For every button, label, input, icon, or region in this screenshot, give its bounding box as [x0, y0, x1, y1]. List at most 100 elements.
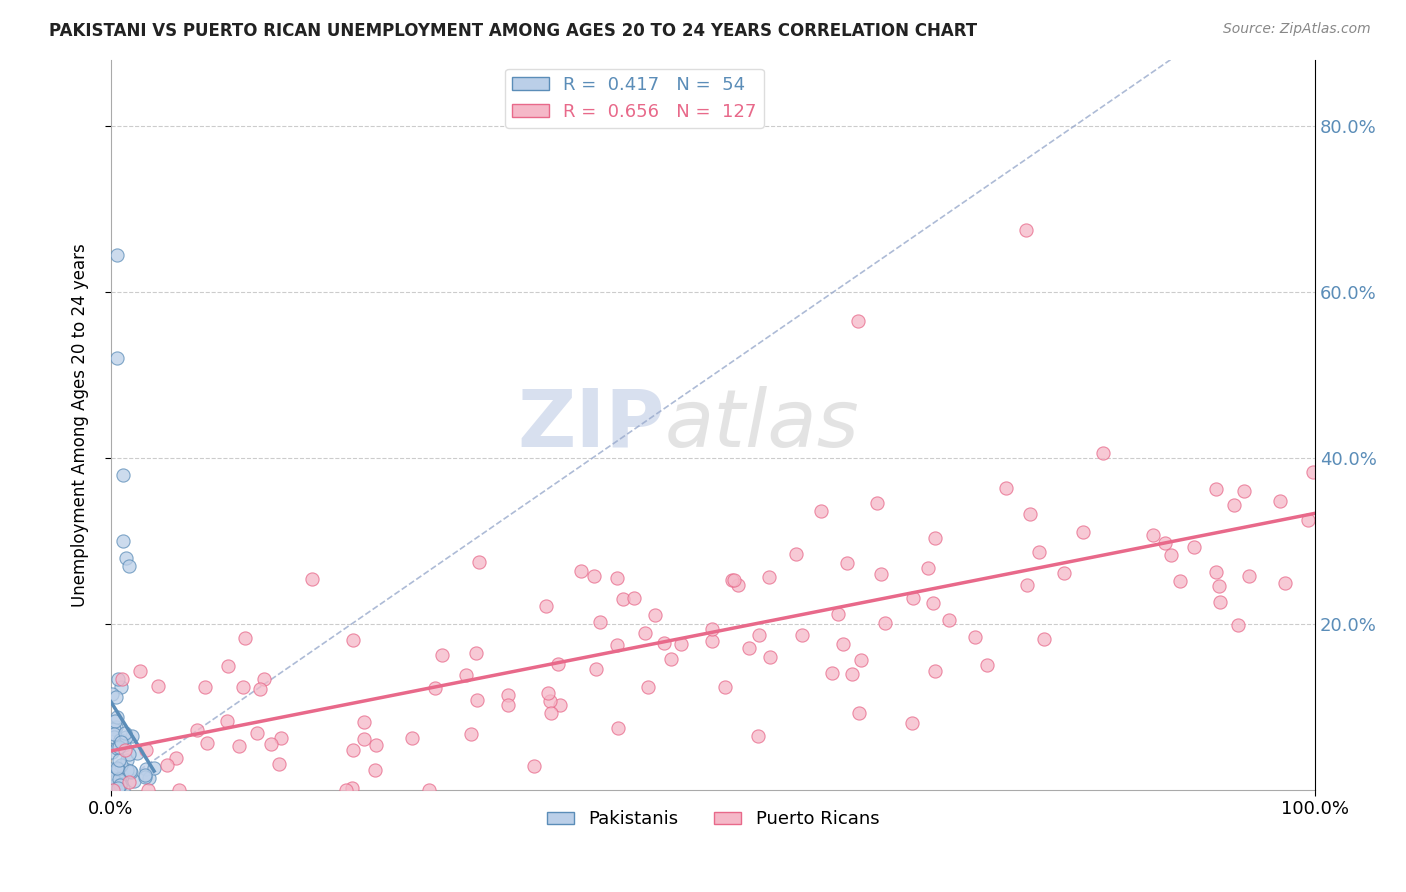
Point [104, 720, 127, 734]
Point [125, 746, 148, 760]
Point [249, 682, 271, 697]
Point [195, 736, 218, 750]
Point [1053, 566, 1076, 581]
Point [924, 664, 946, 678]
Point [456, 668, 478, 682]
Point [637, 681, 659, 695]
Point [112, 781, 135, 796]
Point [738, 640, 761, 655]
Point [115, 753, 138, 767]
Point [1274, 575, 1296, 590]
Point [186, 723, 208, 737]
Point [110, 771, 132, 785]
Point [623, 591, 645, 605]
Point [465, 646, 488, 660]
Point [401, 731, 423, 745]
Point [612, 591, 634, 606]
Point [110, 758, 132, 772]
Point [104, 781, 127, 796]
Point [124, 774, 146, 789]
Text: ZIP: ZIP [517, 385, 665, 464]
Point [965, 630, 987, 644]
Point [547, 657, 569, 671]
Point [111, 533, 134, 548]
Point [1296, 513, 1319, 527]
Point [103, 730, 125, 744]
Point [165, 750, 187, 764]
Point [101, 745, 124, 759]
Point [418, 783, 440, 797]
Point [837, 557, 859, 571]
Point [342, 743, 364, 757]
Point [1227, 618, 1250, 632]
Point [870, 566, 893, 581]
Point [644, 608, 666, 623]
Point [114, 725, 136, 739]
Y-axis label: Unemployment Among Ages 20 to 24 years: Unemployment Among Ages 20 to 24 years [72, 243, 89, 607]
Point [253, 672, 276, 686]
Point [1142, 528, 1164, 542]
Point [1071, 525, 1094, 540]
Point [702, 634, 724, 648]
Point [167, 783, 190, 797]
Point [194, 681, 217, 695]
Text: atlas: atlas [665, 385, 859, 464]
Point [128, 664, 150, 678]
Point [976, 657, 998, 672]
Point [105, 247, 128, 261]
Point [1092, 445, 1115, 459]
Point [115, 550, 138, 565]
Point [267, 757, 290, 772]
Point [364, 764, 387, 778]
Point [1270, 494, 1292, 508]
Point [721, 573, 744, 587]
Point [121, 730, 143, 744]
Point [340, 780, 363, 795]
Point [538, 694, 561, 708]
Point [107, 780, 129, 795]
Point [1237, 568, 1260, 582]
Point [995, 481, 1018, 495]
Point [100, 687, 122, 701]
Point [105, 710, 128, 724]
Point [1233, 484, 1256, 499]
Point [821, 665, 844, 680]
Point [218, 659, 240, 673]
Point [1222, 498, 1244, 512]
Point [917, 561, 939, 575]
Point [134, 770, 156, 784]
Point [460, 726, 482, 740]
Point [335, 783, 357, 797]
Point [810, 504, 832, 518]
Point [228, 739, 250, 753]
Point [148, 679, 170, 693]
Point [1205, 566, 1227, 580]
Point [1302, 465, 1324, 479]
Point [534, 599, 557, 613]
Point [101, 771, 124, 785]
Point [790, 628, 813, 642]
Point [432, 648, 454, 662]
Point [589, 615, 612, 629]
Point [938, 613, 960, 627]
Point [634, 626, 657, 640]
Point [107, 672, 129, 686]
Point [118, 747, 141, 762]
Point [585, 662, 607, 676]
Point [1015, 223, 1038, 237]
Point [901, 591, 924, 605]
Point [101, 783, 124, 797]
Point [1160, 548, 1182, 562]
Point [423, 681, 446, 696]
Point [110, 777, 132, 791]
Point [1208, 579, 1230, 593]
Point [246, 726, 269, 740]
Point [107, 752, 129, 766]
Point [1184, 541, 1206, 555]
Point [115, 763, 138, 777]
Point [111, 769, 134, 783]
Point [232, 681, 254, 695]
Point [873, 616, 896, 631]
Point [569, 564, 592, 578]
Point [136, 783, 159, 797]
